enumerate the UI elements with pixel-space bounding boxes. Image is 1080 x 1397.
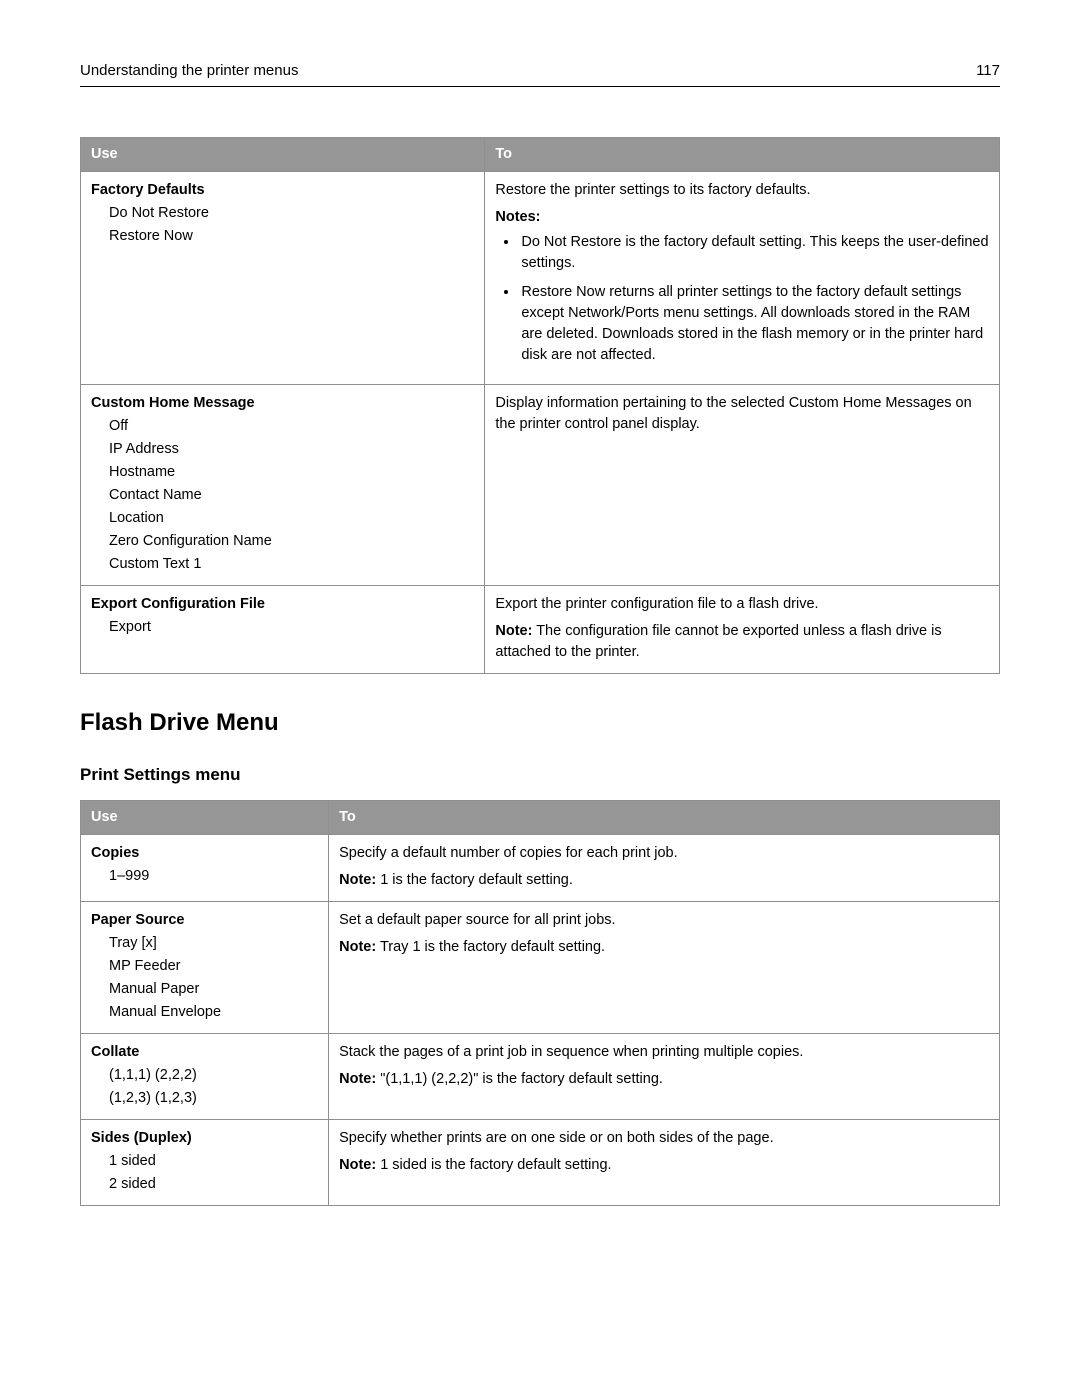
to-lead: Export the printer configuration file to… [495, 594, 989, 615]
use-cell: Factory Defaults Do Not Restore Restore … [81, 171, 485, 384]
table2-header-to: To [329, 800, 1000, 834]
use-title: Export Configuration File [91, 594, 474, 615]
table-row: Custom Home Message Off IP Address Hostn… [81, 384, 1000, 585]
table1-header-row: Use To [81, 137, 1000, 171]
notes-list: Do Not Restore is the factory default se… [495, 232, 989, 366]
notes-label: Notes: [495, 207, 989, 228]
page-header: Understanding the printer menus 117 [80, 60, 1000, 87]
use-cell: Export Configuration File Export [81, 586, 485, 674]
use-cell: Paper Source Tray [x] MP Feeder Manual P… [81, 901, 329, 1033]
note-label: Note: [339, 872, 376, 888]
use-title: Paper Source [91, 910, 318, 931]
use-title: Custom Home Message [91, 393, 474, 414]
table-row: Paper Source Tray [x] MP Feeder Manual P… [81, 901, 1000, 1033]
to-cell: Specify whether prints are on one side o… [329, 1119, 1000, 1205]
use-cell: Collate (1,1,1) (2,2,2) (1,2,3) (1,2,3) [81, 1033, 329, 1119]
use-sub: Restore Now [91, 226, 474, 247]
to-lead: Set a default paper source for all print… [339, 910, 989, 931]
to-cell: Specify a default number of copies for e… [329, 834, 1000, 901]
use-sub: 1–999 [91, 866, 318, 887]
menu-table-2: Use To Copies 1–999 Specify a default nu… [80, 800, 1000, 1206]
note-item: Do Not Restore is the factory default se… [519, 232, 989, 274]
note-label: Note: [339, 939, 376, 955]
to-cell: Export the printer configuration file to… [485, 586, 1000, 674]
use-sub: Zero Configuration Name [91, 531, 474, 552]
note-line: Note: 1 is the factory default setting. [339, 870, 989, 891]
use-sub: Custom Text 1 [91, 554, 474, 575]
note-label: Note: [339, 1071, 376, 1087]
use-sub: MP Feeder [91, 956, 318, 977]
use-sub: (1,1,1) (2,2,2) [91, 1065, 318, 1086]
table2-header-use: Use [81, 800, 329, 834]
table1-header-to: To [485, 137, 1000, 171]
use-title: Copies [91, 843, 318, 864]
note-line: Note: Tray 1 is the factory default sett… [339, 937, 989, 958]
header-title: Understanding the printer menus [80, 60, 298, 82]
to-cell: Set a default paper source for all print… [329, 901, 1000, 1033]
table2-header-row: Use To [81, 800, 1000, 834]
menu-table-1: Use To Factory Defaults Do Not Restore R… [80, 137, 1000, 674]
table1-header-use: Use [81, 137, 485, 171]
to-lead: Restore the printer settings to its fact… [495, 180, 989, 201]
section-h2: Print Settings menu [80, 763, 1000, 788]
use-title: Collate [91, 1042, 318, 1063]
use-title: Factory Defaults [91, 180, 474, 201]
table-row: Export Configuration File Export Export … [81, 586, 1000, 674]
use-sub: Manual Envelope [91, 1002, 318, 1023]
note-rest: 1 sided is the factory default setting. [376, 1157, 611, 1173]
use-sub: Off [91, 416, 474, 437]
note-rest: The configuration file cannot be exporte… [495, 623, 941, 660]
table-row: Factory Defaults Do Not Restore Restore … [81, 171, 1000, 384]
use-sub: Tray [x] [91, 933, 318, 954]
use-cell: Sides (Duplex) 1 sided 2 sided [81, 1119, 329, 1205]
to-lead: Display information pertaining to the se… [495, 393, 989, 435]
to-cell: Stack the pages of a print job in sequen… [329, 1033, 1000, 1119]
table-row: Copies 1–999 Specify a default number of… [81, 834, 1000, 901]
note-line: Note: 1 sided is the factory default set… [339, 1155, 989, 1176]
table-row: Collate (1,1,1) (2,2,2) (1,2,3) (1,2,3) … [81, 1033, 1000, 1119]
use-sub: Contact Name [91, 485, 474, 506]
page-number: 117 [976, 60, 1000, 82]
note-item: Restore Now returns all printer settings… [519, 282, 989, 366]
to-cell: Display information pertaining to the se… [485, 384, 1000, 585]
to-cell: Restore the printer settings to its fact… [485, 171, 1000, 384]
use-sub: 2 sided [91, 1174, 318, 1195]
section-h1: Flash Drive Menu [80, 706, 1000, 741]
use-sub: Export [91, 617, 474, 638]
note-rest: Tray 1 is the factory default setting. [376, 939, 605, 955]
use-sub: Do Not Restore [91, 203, 474, 224]
note-line: Note: The configuration file cannot be e… [495, 621, 989, 663]
use-sub: IP Address [91, 439, 474, 460]
to-lead: Stack the pages of a print job in sequen… [339, 1042, 989, 1063]
use-title: Sides (Duplex) [91, 1128, 318, 1149]
use-cell: Custom Home Message Off IP Address Hostn… [81, 384, 485, 585]
to-lead: Specify a default number of copies for e… [339, 843, 989, 864]
table-row: Sides (Duplex) 1 sided 2 sided Specify w… [81, 1119, 1000, 1205]
use-sub: Location [91, 508, 474, 529]
use-cell: Copies 1–999 [81, 834, 329, 901]
to-lead: Specify whether prints are on one side o… [339, 1128, 989, 1149]
note-line: Note: "(1,1,1) (2,2,2)" is the factory d… [339, 1069, 989, 1090]
use-sub: 1 sided [91, 1151, 318, 1172]
use-sub: Hostname [91, 462, 474, 483]
note-rest: "(1,1,1) (2,2,2)" is the factory default… [376, 1071, 663, 1087]
note-label: Note: [495, 623, 532, 639]
use-sub: (1,2,3) (1,2,3) [91, 1088, 318, 1109]
use-sub: Manual Paper [91, 979, 318, 1000]
note-rest: 1 is the factory default setting. [376, 872, 573, 888]
note-label: Note: [339, 1157, 376, 1173]
